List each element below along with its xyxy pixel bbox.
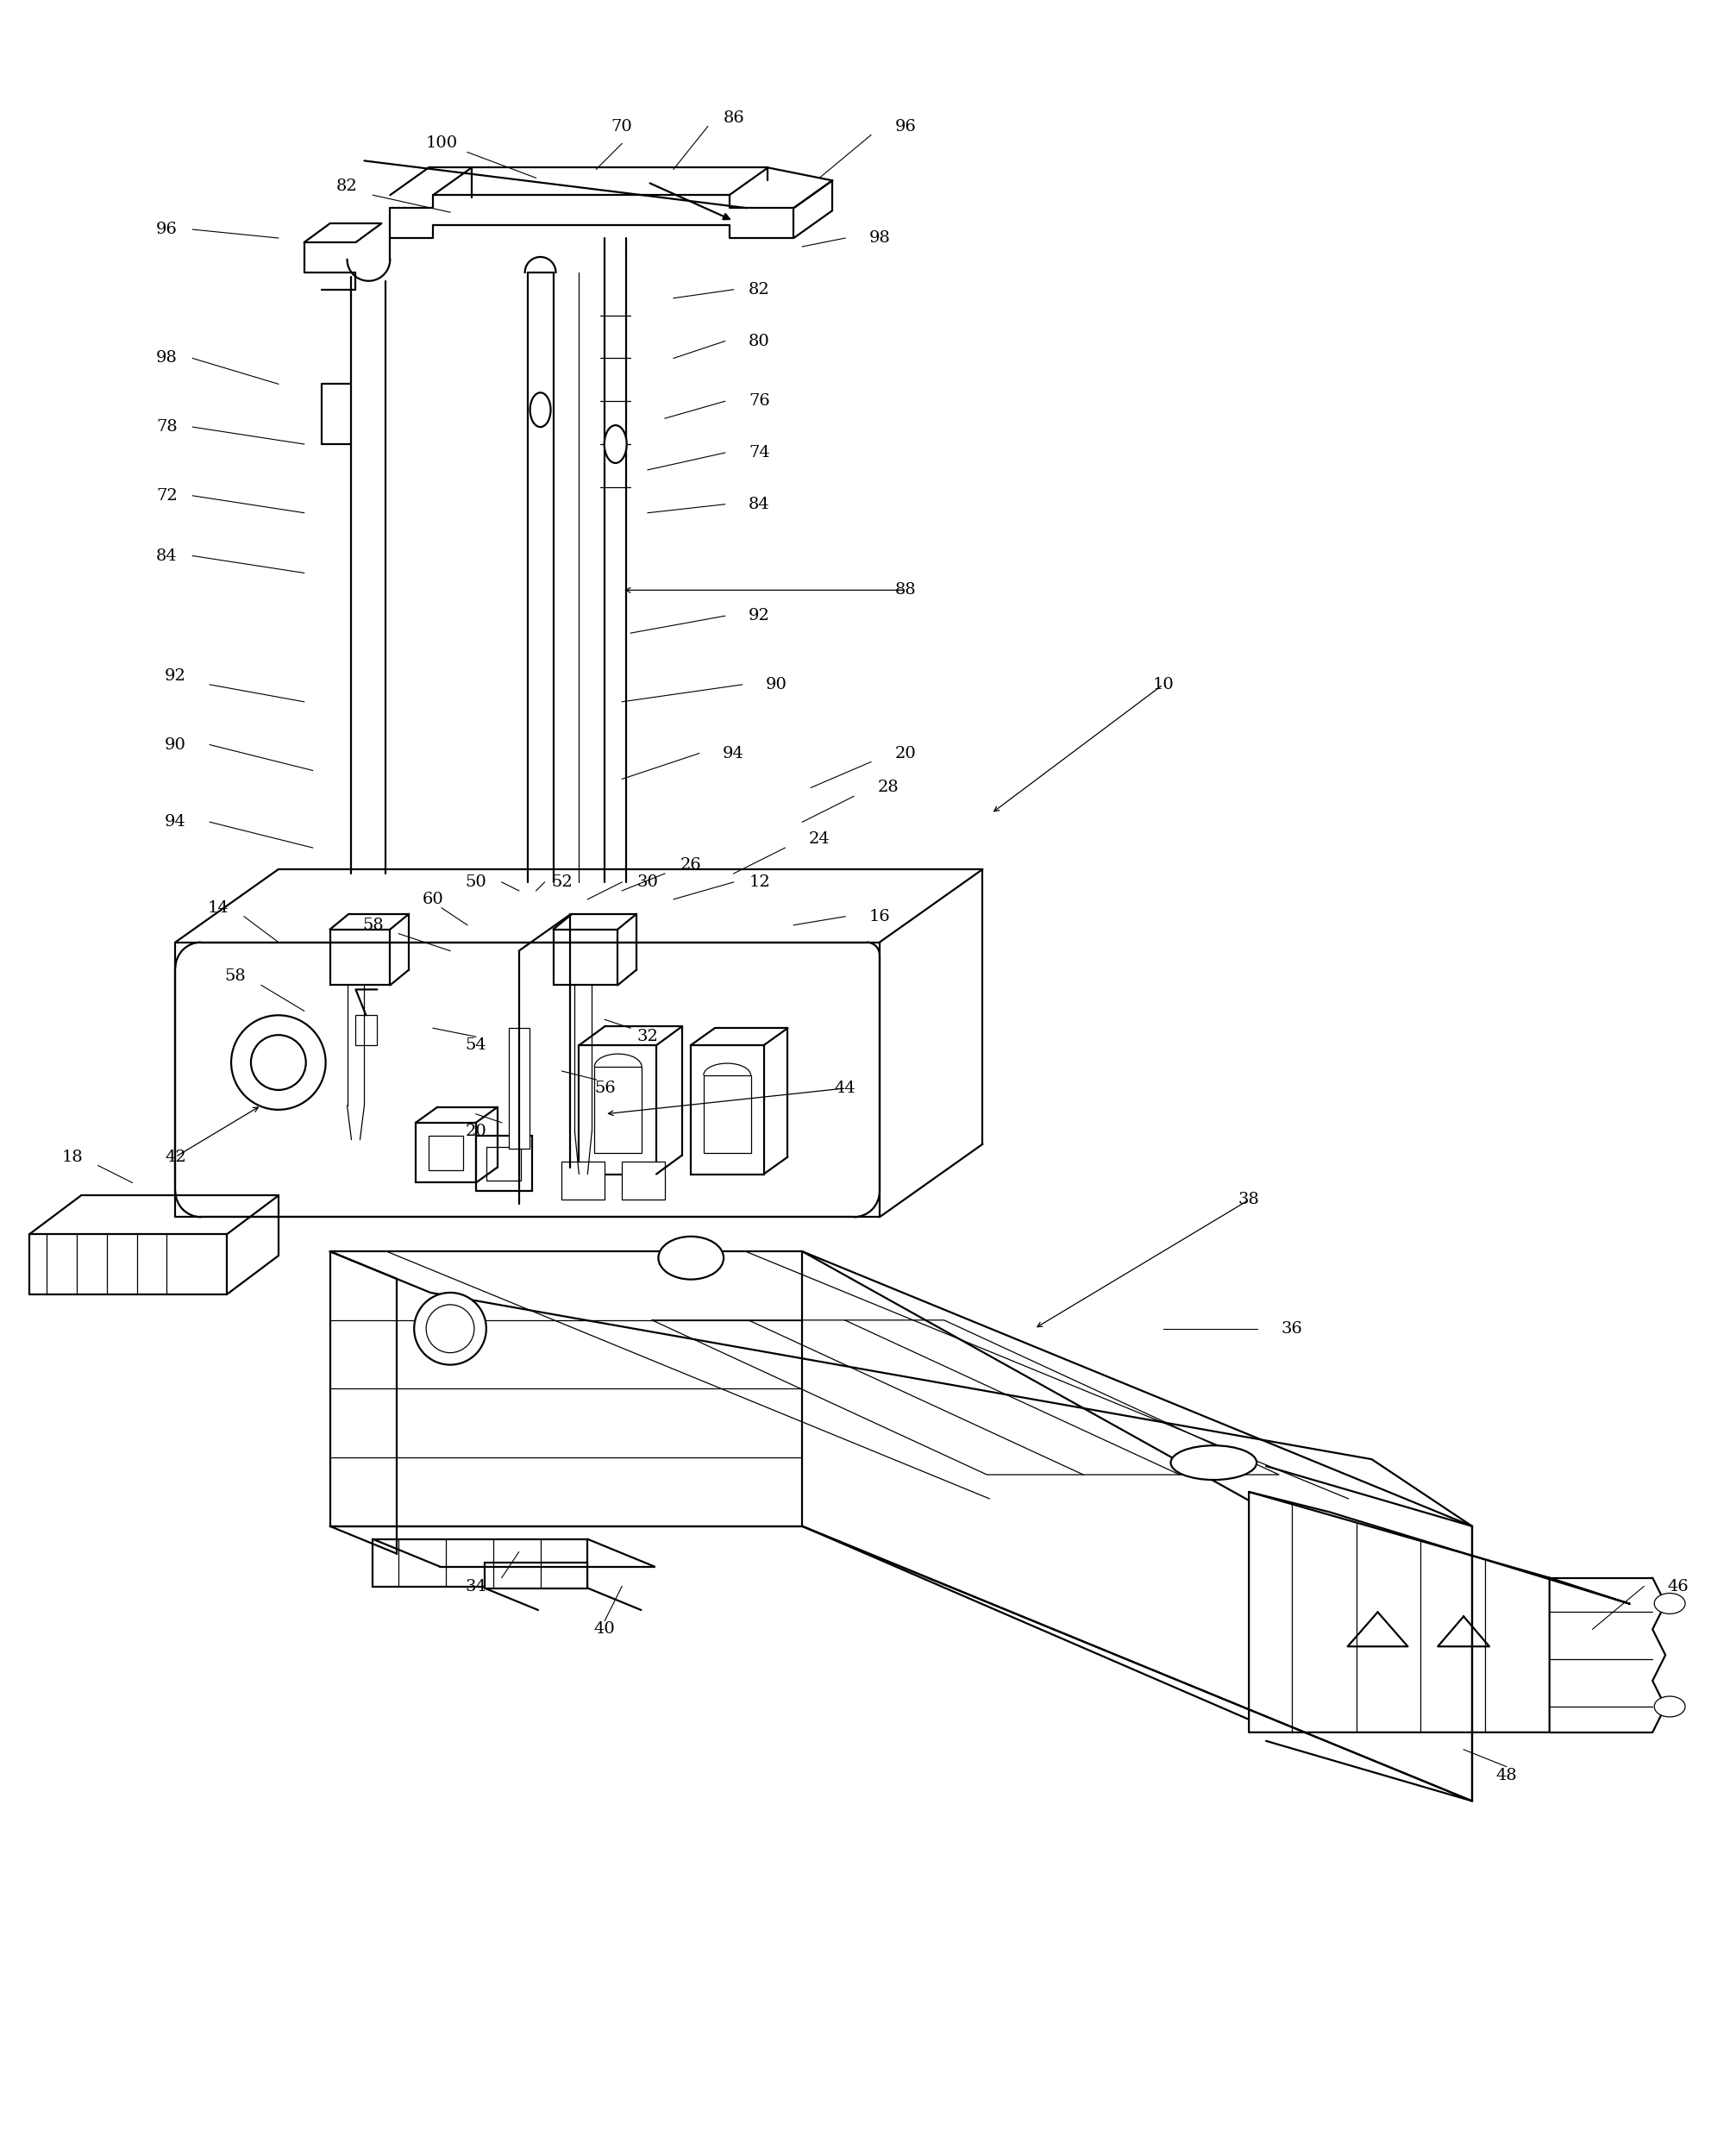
Text: 58: 58 [363,918,384,933]
Bar [484,1562,587,1588]
Bar [703,1074,750,1152]
Text: 34: 34 [465,1580,486,1595]
Text: 20: 20 [894,746,917,761]
Text: 36: 36 [1281,1322,1302,1337]
Ellipse shape [604,426,627,462]
Circle shape [231,1014,326,1109]
Text: 60: 60 [422,892,444,907]
Text: 32: 32 [637,1029,658,1044]
Circle shape [252,1036,306,1090]
Text: 90: 90 [766,677,786,692]
Text: 84: 84 [156,548,177,563]
Text: 76: 76 [748,393,771,408]
Text: 72: 72 [156,488,177,503]
Bar [429,1135,464,1169]
Bar [486,1148,521,1182]
Text: 20: 20 [465,1124,486,1139]
Bar [562,1160,604,1199]
Bar [417,1122,476,1182]
Text: 82: 82 [748,282,771,297]
Bar [691,1044,764,1173]
Text: 54: 54 [465,1038,486,1053]
Text: 48: 48 [1496,1766,1517,1784]
Text: 52: 52 [550,875,573,890]
Text: 90: 90 [165,737,186,752]
Text: 10: 10 [1153,677,1174,692]
Text: 46: 46 [1668,1580,1689,1595]
Text: 88: 88 [894,582,917,597]
Text: 84: 84 [748,496,771,511]
Text: 80: 80 [748,333,771,348]
Bar [373,1539,587,1586]
Text: 78: 78 [156,419,177,434]
Text: 18: 18 [61,1150,83,1165]
Text: 16: 16 [870,909,891,924]
Ellipse shape [658,1236,724,1279]
Bar [356,1014,377,1044]
Bar [476,1135,531,1191]
Text: 86: 86 [722,110,745,125]
Text: 26: 26 [681,857,701,872]
Text: 74: 74 [748,445,771,460]
Text: 12: 12 [748,875,771,890]
Text: 30: 30 [637,875,658,890]
Circle shape [425,1304,474,1352]
Text: 92: 92 [165,668,186,683]
Ellipse shape [1654,1696,1686,1717]
Circle shape [415,1294,486,1365]
Text: 56: 56 [594,1081,616,1096]
Text: 82: 82 [337,178,358,193]
Bar [509,1027,529,1148]
Text: 96: 96 [894,118,917,133]
Text: 42: 42 [165,1150,186,1165]
Text: 92: 92 [748,608,771,623]
Text: 14: 14 [208,900,229,915]
Text: 94: 94 [722,746,745,761]
Bar [580,1044,656,1173]
Text: 98: 98 [156,350,177,365]
Ellipse shape [1654,1592,1686,1614]
Text: 28: 28 [877,780,899,795]
Bar [554,928,618,984]
Text: 100: 100 [425,135,458,150]
Text: 58: 58 [224,969,247,984]
Text: 40: 40 [594,1622,616,1638]
Text: 50: 50 [465,875,486,890]
Text: 94: 94 [165,814,186,830]
Text: 38: 38 [1238,1193,1260,1208]
Text: 96: 96 [156,221,177,236]
Bar [330,928,391,984]
Bar [621,1160,665,1199]
Text: 98: 98 [870,230,891,245]
Ellipse shape [529,393,550,428]
Text: 44: 44 [835,1081,856,1096]
Ellipse shape [1170,1446,1257,1481]
Text: 70: 70 [611,118,632,133]
Bar [594,1066,642,1152]
Text: 24: 24 [809,832,830,847]
